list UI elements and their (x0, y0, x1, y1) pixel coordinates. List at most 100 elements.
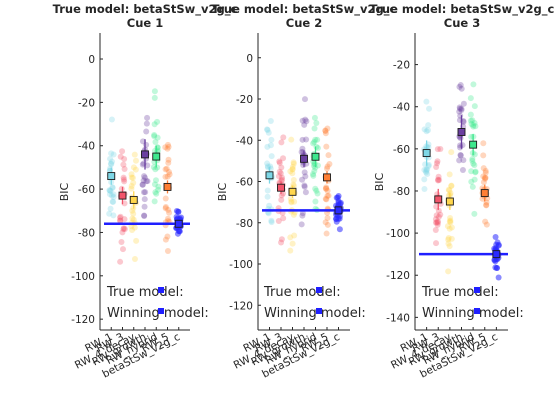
subject-point (162, 236, 169, 243)
subject-point (469, 155, 476, 162)
y-tick-label: -120 (386, 270, 410, 282)
subject-point (302, 189, 309, 196)
subject-point (128, 182, 135, 189)
subject-point (278, 239, 285, 246)
subject-point (300, 162, 307, 169)
subject-point (268, 217, 275, 224)
subject-point (421, 126, 428, 133)
subject-point (480, 140, 487, 147)
panel-3-ylabel: BIC (373, 172, 386, 191)
subject-point (107, 205, 114, 212)
subject-point (423, 168, 430, 175)
subject-point (322, 195, 329, 202)
subject-point (482, 167, 489, 174)
subject-point (314, 190, 321, 197)
subject-point (267, 117, 274, 124)
subject-point (268, 219, 275, 226)
mean-marker (457, 128, 466, 136)
subject-point (495, 241, 502, 248)
subject-point (144, 178, 151, 185)
subject-point (152, 177, 159, 184)
subject-point (312, 164, 319, 171)
subject-point (267, 165, 274, 172)
subject-point (310, 171, 317, 178)
subject-point (448, 235, 455, 242)
subject-point (425, 122, 432, 129)
subject-point (141, 196, 148, 203)
subject-point (468, 178, 475, 185)
mean-marker (422, 149, 431, 158)
subject-point (264, 160, 271, 167)
panel-2-ylabel: BIC (216, 182, 229, 201)
subject-point (495, 274, 502, 281)
y-tick-label: -20 (236, 94, 253, 106)
subject-point (457, 152, 464, 159)
subject-point (445, 236, 452, 243)
subject-point (314, 136, 321, 143)
subject-point (302, 173, 309, 180)
subject-point (166, 171, 173, 178)
subject-point (266, 202, 273, 209)
subject-point (312, 185, 319, 192)
subject-point (435, 213, 442, 220)
subject-point (110, 212, 117, 219)
mean-marker (469, 140, 478, 149)
panel-1-subtitle: Cue 1 (127, 16, 163, 30)
subject-point (267, 163, 274, 170)
subject-point (303, 136, 310, 143)
subject-point (298, 221, 305, 228)
y-tick-label: -80 (393, 186, 410, 198)
subject-point (469, 117, 476, 124)
subject-point (311, 168, 318, 175)
subject-point (165, 143, 172, 150)
subject-point (433, 212, 440, 219)
subject-point (121, 226, 128, 233)
subject-point (311, 114, 318, 121)
panel-cue-2: True model: betaStSw_v2g_c Cue 2 0 -20 -40… (212, 2, 397, 381)
subject-point (324, 192, 331, 199)
subject-point (117, 214, 124, 221)
panel-3-winning-model-label: Winning model: (422, 306, 524, 321)
subject-point (312, 198, 319, 205)
subject-point (290, 160, 297, 167)
subject-point (107, 155, 114, 162)
subject-point (446, 243, 453, 250)
subject-point (151, 94, 158, 101)
subject-point (141, 174, 148, 181)
subject-point (276, 168, 283, 175)
subject-point (426, 105, 433, 112)
panel-3-winning-model-marker (474, 308, 480, 314)
subject-point (140, 177, 147, 184)
y-tick-label: -100 (229, 259, 253, 271)
subject-point (121, 216, 128, 223)
subject-point (471, 120, 478, 127)
subject-point (279, 176, 286, 183)
subject-point (117, 217, 124, 224)
y-tick-label: -120 (71, 314, 95, 326)
subject-point (144, 162, 151, 169)
subject-point (434, 221, 441, 228)
subject-point (164, 141, 171, 148)
subject-point (457, 112, 464, 119)
subject-point (433, 164, 440, 171)
y-tick-label: 0 (88, 54, 95, 66)
subject-point (481, 174, 488, 181)
mean-marker (323, 173, 331, 182)
subject-point (162, 195, 169, 202)
subject-point (290, 176, 297, 183)
subject-point (456, 157, 463, 164)
subject-point (298, 148, 305, 155)
subject-point (165, 206, 172, 213)
subject-point (323, 165, 330, 172)
subject-point (326, 160, 333, 167)
subject-point (152, 138, 159, 145)
panel-1-ylabel: BIC (58, 182, 71, 201)
y-tick-label: -80 (236, 218, 253, 230)
panel-cue-1: True model: betaStSw_v2g_c Cue 1 0 -20 -40… (53, 2, 238, 381)
panel-2-winning-model-marker (316, 308, 322, 314)
mean-marker (265, 171, 274, 180)
mean-marker (492, 250, 501, 259)
subject-point (265, 129, 272, 136)
subject-point (480, 165, 487, 172)
subject-point (120, 225, 127, 232)
